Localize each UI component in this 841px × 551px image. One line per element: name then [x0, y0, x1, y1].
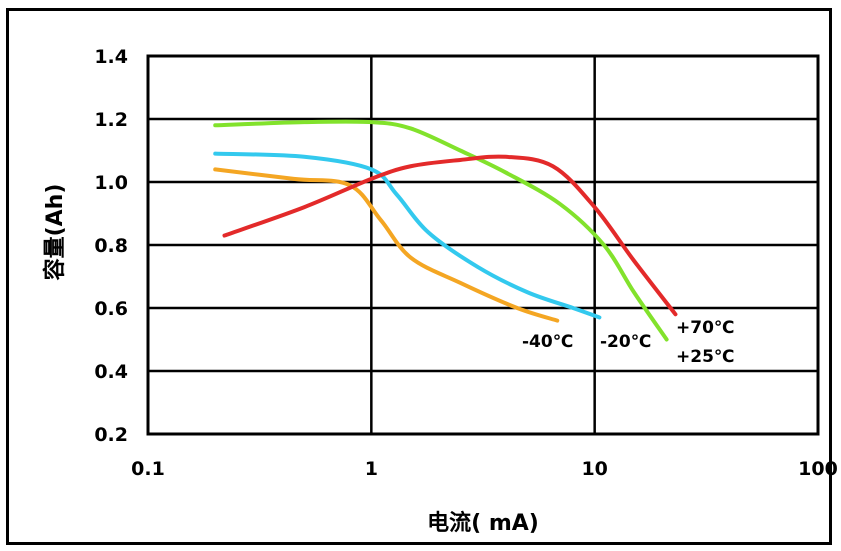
y-axis-title: 容量(Ah): [42, 184, 68, 281]
y-tick-label: 1.4: [94, 46, 128, 68]
tick-labels: 0.2 0.4 0.6 0.8 1.0 1.2 1.4 0.1 1 10 100: [94, 46, 838, 480]
x-tick-label: 100: [798, 458, 838, 480]
plot-border: [146, 54, 820, 436]
y-tick-label: 0.6: [94, 298, 128, 320]
y-tick-label: 0.8: [94, 235, 128, 257]
y-tick-label: 0.2: [94, 424, 128, 446]
y-tick-label: 0.4: [94, 361, 128, 383]
series-labels: -40℃ -20℃ +25℃ +70℃: [522, 318, 735, 367]
series-label-3: +70℃: [676, 318, 735, 338]
x-tick-label: 1: [365, 458, 378, 480]
series-label-1: -20℃: [600, 332, 651, 352]
series-lines: [213, 119, 678, 342]
y-tick-label: 1.0: [94, 172, 128, 194]
series-label-0: -40℃: [522, 332, 573, 352]
series-line-3: [222, 154, 678, 317]
x-axis-title: 电流( mA): [427, 510, 539, 536]
chart-frame: [6, 8, 832, 545]
series-label-2: +25℃: [676, 347, 735, 367]
series-line-0: [213, 167, 560, 323]
x-tick-label: 10: [581, 458, 607, 480]
x-tick-label: 0.1: [131, 458, 165, 480]
grid: [146, 54, 820, 436]
y-tick-label: 1.2: [94, 109, 128, 131]
series-line-1: [213, 151, 602, 320]
